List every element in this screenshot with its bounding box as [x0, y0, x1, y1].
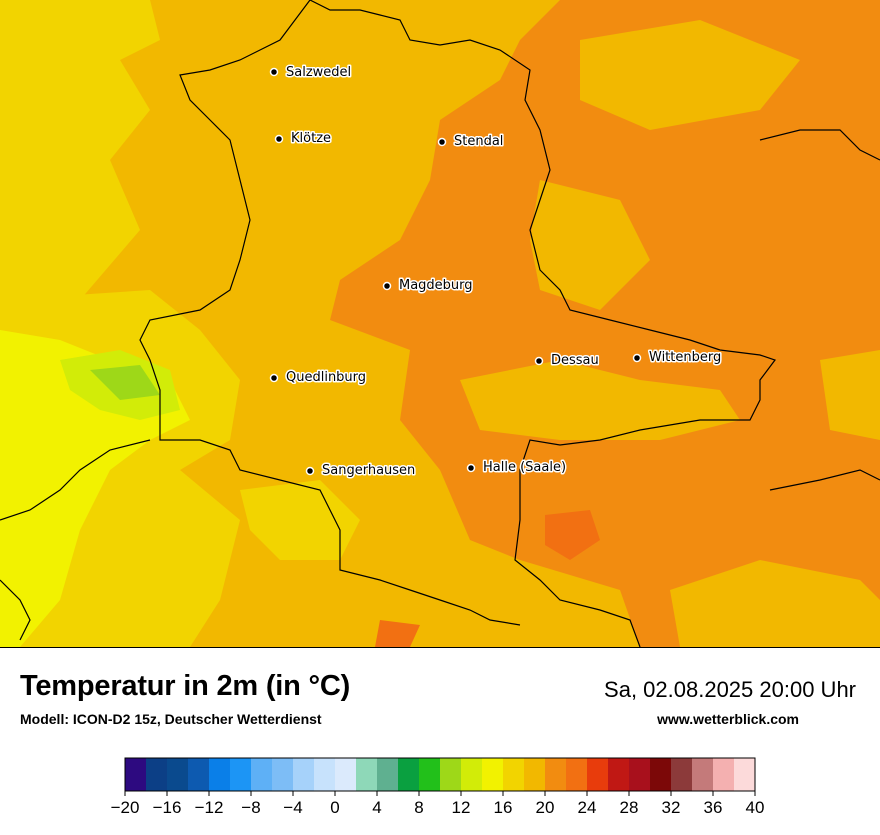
legend-svg: −20 −16 −12 −8 −4 0 4 8 12 16 20 24 28 32 36 40 — [111, 757, 765, 817]
color-legend: −20 −16 −12 −8 −4 0 4 8 12 16 20 24 28 32 36 40 — [0, 750, 880, 830]
legend-tick-label: 36 — [704, 798, 723, 817]
legend-swatch — [419, 758, 441, 791]
legend-swatch — [398, 758, 420, 791]
legend-swatch — [440, 758, 462, 791]
city-wittenberg: Wittenberg — [632, 349, 723, 367]
state-borders — [0, 0, 880, 647]
legend-swatch — [545, 758, 567, 791]
temp-field-16-18-s — [240, 480, 360, 560]
legend-swatch — [524, 758, 546, 791]
legend-swatch — [587, 758, 609, 791]
city-salzwedel: Salzwedel — [269, 64, 353, 82]
legend-swatch — [335, 758, 357, 791]
city-label: Stendal — [454, 134, 503, 149]
city-label: Sangerhausen — [322, 463, 415, 478]
temp-field-18-20-mid — [460, 360, 740, 440]
legend-tick-label: 0 — [330, 798, 339, 817]
legend-swatch — [209, 758, 231, 791]
legend-swatch — [692, 758, 714, 791]
legend-swatch — [713, 758, 735, 791]
legend-tick-label: 12 — [452, 798, 471, 817]
temp-field-22-24-s — [375, 620, 420, 647]
city-label: Quedlinburg — [286, 370, 366, 385]
legend-swatch — [629, 758, 651, 791]
city-kloetze: Klötze — [274, 130, 333, 148]
model-source: Modell: ICON-D2 15z, Deutscher Wetterdie… — [20, 711, 322, 727]
legend-swatches — [125, 758, 756, 791]
legend-swatch — [650, 758, 672, 791]
legend-swatch — [671, 758, 693, 791]
legend-tick-label: 24 — [578, 798, 597, 817]
legend-swatch — [608, 758, 630, 791]
legend-swatch — [125, 758, 147, 791]
website-link[interactable]: www.wetterblick.com — [657, 711, 799, 727]
city-label: Halle (Saale) — [483, 460, 566, 475]
city-stendal: Stendal — [437, 133, 505, 151]
legend-swatch — [251, 758, 273, 791]
legend-tick-label: −20 — [111, 798, 140, 817]
city-magdeburg: Magdeburg — [382, 277, 474, 295]
temp-field-20-22 — [330, 0, 880, 647]
temp-field-18-20-ne — [580, 20, 800, 130]
legend-tick-label: 28 — [620, 798, 639, 817]
legend-swatch — [566, 758, 588, 791]
city-label: Wittenberg — [649, 350, 721, 365]
legend-swatch — [734, 758, 756, 791]
temp-field-22-24 — [545, 510, 600, 560]
legend-frame — [124, 757, 756, 792]
temp-field-18-20-east — [820, 350, 880, 440]
legend-ticks: −20 −16 −12 −8 −4 0 4 8 12 16 20 24 28 32 36 40 — [111, 791, 765, 817]
legend-tick-label: 40 — [746, 798, 765, 817]
legend-swatch — [503, 758, 525, 791]
legend-swatch — [146, 758, 168, 791]
legend-tick-label: 20 — [536, 798, 555, 817]
city-label: Dessau — [551, 353, 599, 368]
legend-tick-label: −8 — [241, 798, 260, 817]
legend-tick-label: 4 — [372, 798, 381, 817]
legend-swatch — [356, 758, 378, 791]
legend-swatch — [293, 758, 315, 791]
legend-swatch — [377, 758, 399, 791]
legend-tick-label: −16 — [153, 798, 182, 817]
legend-swatch — [167, 758, 189, 791]
city-label: Magdeburg — [399, 278, 473, 293]
legend-swatch — [314, 758, 336, 791]
legend-swatch — [272, 758, 294, 791]
city-halle-saale: Halle (Saale) — [466, 459, 568, 477]
temp-field-18-20-e — [530, 180, 650, 310]
legend-swatch — [188, 758, 210, 791]
legend-tick-label: 16 — [494, 798, 513, 817]
city-dessau: Dessau — [534, 352, 600, 370]
city-label: Klötze — [291, 131, 331, 146]
forecast-datetime: Sa, 02.08.2025 20:00 Uhr — [604, 677, 856, 702]
temp-field-18-20-se — [670, 560, 880, 647]
legend-tick-label: 8 — [414, 798, 423, 817]
temperature-map: Salzwedel Klötze Stendal Magdeburg Dessa… — [0, 0, 880, 648]
map-canvas: Salzwedel Klötze Stendal Magdeburg Dessa… — [0, 0, 880, 647]
city-sangerhausen: Sangerhausen — [305, 462, 417, 480]
temp-field-10-12 — [90, 365, 160, 400]
legend-swatch — [482, 758, 504, 791]
legend-tick-label: 32 — [662, 798, 681, 817]
temp-field-16-18 — [0, 0, 160, 300]
city-quedlinburg: Quedlinburg — [269, 369, 368, 387]
legend-swatch — [461, 758, 483, 791]
map-title: Temperatur in 2m (in °C) — [20, 670, 351, 702]
legend-tick-label: −4 — [283, 798, 302, 817]
city-label: Salzwedel — [286, 65, 351, 80]
legend-tick-label: −12 — [195, 798, 224, 817]
legend-swatch — [230, 758, 252, 791]
